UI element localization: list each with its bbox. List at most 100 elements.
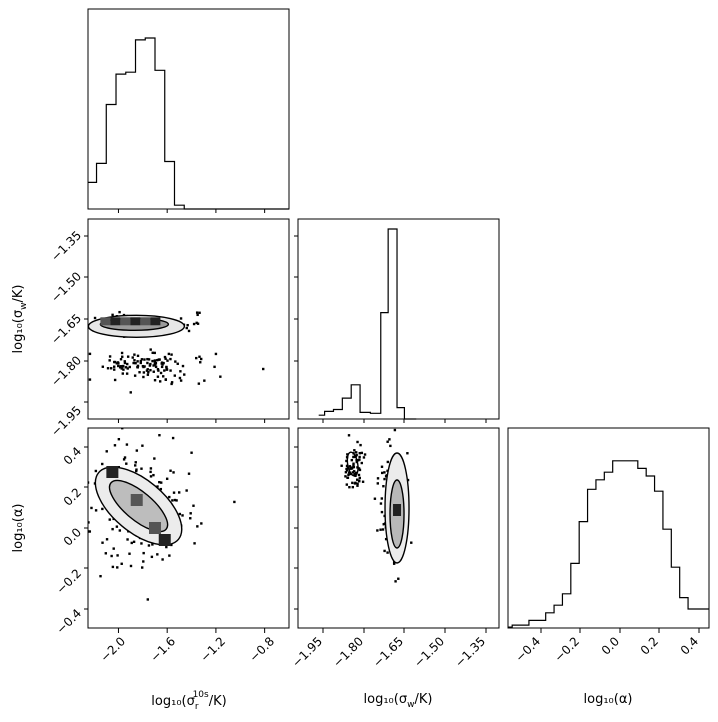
scatter-point xyxy=(135,468,138,471)
scatter-point xyxy=(353,420,355,422)
histogram-bin xyxy=(621,461,629,628)
scatter-point xyxy=(386,440,389,443)
scatter-point xyxy=(124,366,128,369)
histogram-bin xyxy=(155,70,165,209)
scatter-point xyxy=(348,471,351,474)
scatter-point xyxy=(160,365,164,369)
scatter-point xyxy=(392,424,394,426)
scatter-point xyxy=(380,497,384,500)
scatter-point xyxy=(356,440,359,444)
scatter-point xyxy=(353,449,356,452)
scatter-point xyxy=(119,365,123,368)
scatter-point xyxy=(383,471,386,474)
scatter-point xyxy=(135,469,138,473)
density-cell xyxy=(100,317,111,326)
scatter-point xyxy=(99,574,102,578)
scatter-point xyxy=(140,358,144,361)
scatter-point xyxy=(233,500,236,504)
scatter-point xyxy=(355,453,358,457)
scatter-point xyxy=(85,516,87,518)
scatter-point xyxy=(118,529,122,532)
scatter-point xyxy=(116,554,119,557)
scatter-point xyxy=(219,375,222,378)
density-cell xyxy=(120,317,131,326)
scatter-point xyxy=(185,489,188,492)
scatter-point xyxy=(165,368,169,371)
scatter-point xyxy=(346,453,349,456)
scatter-point xyxy=(132,361,135,365)
scatter-point xyxy=(162,375,165,378)
scatter-point xyxy=(160,362,163,365)
y-axis-label-alpha: log₁₀(α) xyxy=(11,504,26,553)
scatter-point xyxy=(348,465,352,468)
scatter-point xyxy=(183,373,186,376)
histogram-bin xyxy=(663,529,671,628)
scatter-point xyxy=(142,375,145,379)
scatter-point xyxy=(352,465,356,469)
scatter-point xyxy=(122,458,126,461)
histogram-bin xyxy=(655,491,663,628)
scatter-point xyxy=(94,509,98,512)
scatter-point xyxy=(111,313,114,317)
x2-tick-label: −1.80 xyxy=(330,634,366,670)
density-cell xyxy=(149,522,161,534)
histogram-panel-r xyxy=(88,37,289,210)
scatter-point xyxy=(156,485,159,488)
scatter-point xyxy=(376,529,379,532)
scatter-point xyxy=(171,499,174,502)
scatter-point xyxy=(147,358,151,361)
scatter-point xyxy=(351,471,355,474)
scatter-point xyxy=(193,542,196,545)
scatter-point xyxy=(116,566,119,569)
scatter-point xyxy=(172,471,175,474)
scatter-point xyxy=(123,456,127,459)
x-axis-label-r: log₁₀(σr10s/K) xyxy=(151,690,226,712)
x1-tick-label: −0.8 xyxy=(247,634,278,665)
scatter-point xyxy=(195,356,198,360)
scatter-point xyxy=(131,356,134,359)
scatter-point xyxy=(157,369,160,372)
scatter-point xyxy=(351,485,355,489)
scatter-point xyxy=(140,467,143,470)
scatter-point xyxy=(148,364,152,367)
scatter-point xyxy=(113,444,117,447)
scatter-point xyxy=(262,367,265,371)
scatter-point xyxy=(199,361,202,364)
scatter-point xyxy=(164,378,168,381)
yalpha-tick-label: −0.2 xyxy=(54,566,85,597)
scatter-panel-alpha-vs-r xyxy=(85,384,236,601)
scatter-point xyxy=(152,473,155,477)
scatter-point xyxy=(178,512,182,516)
density-cell xyxy=(158,534,171,546)
scatter-point xyxy=(88,352,92,356)
tick-marks xyxy=(84,209,700,633)
scatter-point xyxy=(112,547,115,550)
scatter-point xyxy=(175,499,178,502)
scatter-point xyxy=(101,541,104,544)
scatter-point xyxy=(151,351,154,355)
scatter-point xyxy=(168,495,171,499)
histogram-step-line xyxy=(318,228,417,420)
scatter-point xyxy=(121,372,124,375)
scatter-point xyxy=(126,367,129,370)
scatter-point xyxy=(380,471,384,475)
scatter-point xyxy=(149,475,153,478)
scatter-point xyxy=(165,366,168,369)
yw-tick-label: −1.80 xyxy=(48,353,84,389)
x1-tick-label: −2.0 xyxy=(98,634,129,665)
scatter-point xyxy=(152,370,155,373)
scatter-point xyxy=(132,384,134,386)
scatter-point xyxy=(361,480,365,483)
scatter-point xyxy=(358,452,361,455)
scatter-point xyxy=(145,369,149,372)
x2-tick-label: −1.35 xyxy=(452,634,488,670)
scatter-point xyxy=(165,477,169,480)
scatter-point xyxy=(195,321,198,325)
scatter-point xyxy=(397,577,400,580)
scatter-point xyxy=(122,368,125,371)
scatter-point xyxy=(386,460,390,464)
scatter-point xyxy=(363,453,367,456)
scatter-point xyxy=(373,497,377,500)
scatter-point xyxy=(179,370,182,373)
